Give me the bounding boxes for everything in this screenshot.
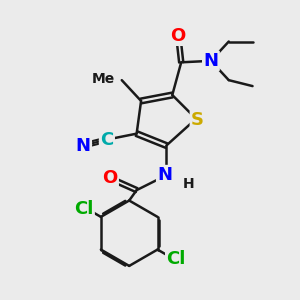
Text: O: O — [171, 27, 186, 45]
Text: N: N — [158, 166, 172, 184]
Text: S: S — [191, 111, 204, 129]
Text: Cl: Cl — [74, 200, 93, 218]
Text: Cl: Cl — [167, 250, 186, 268]
Text: H: H — [183, 177, 194, 191]
Text: O: O — [102, 169, 118, 187]
Text: C: C — [100, 130, 113, 148]
Text: N: N — [76, 136, 91, 154]
Text: Me: Me — [92, 72, 115, 86]
Text: N: N — [203, 52, 218, 70]
